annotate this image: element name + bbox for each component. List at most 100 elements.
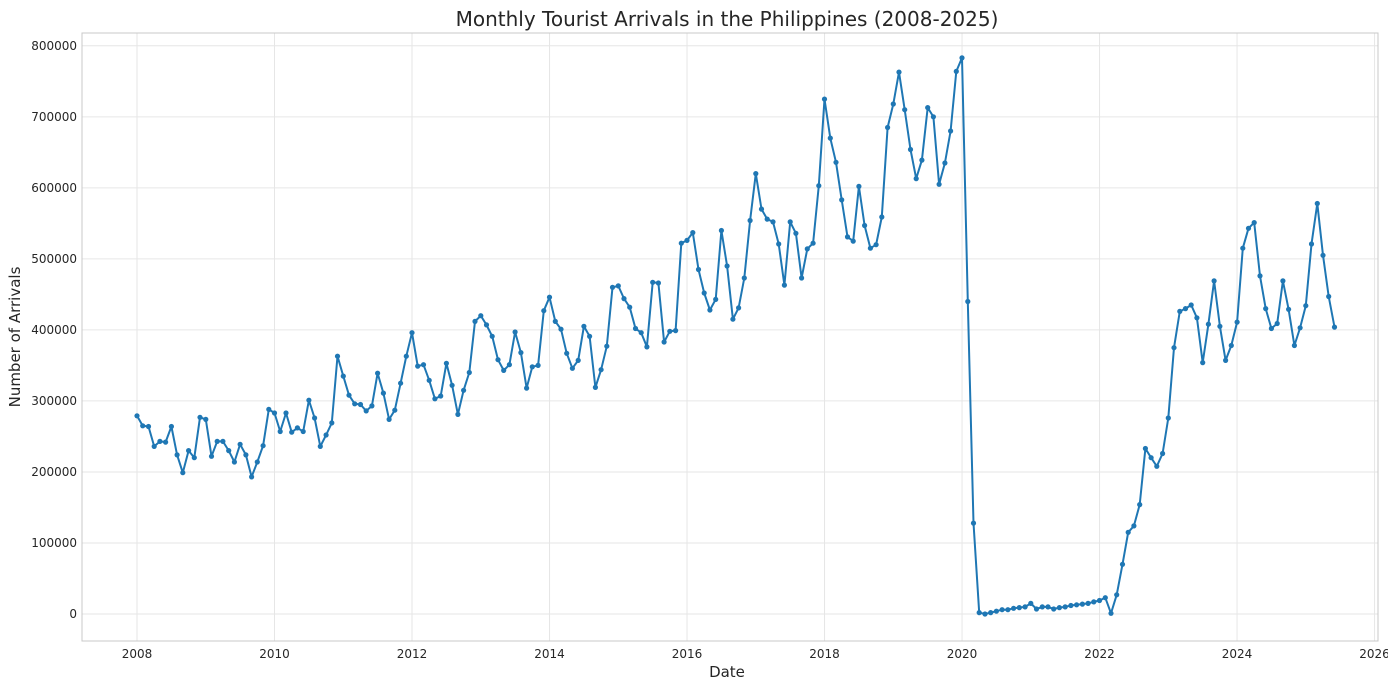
data-point bbox=[1160, 450, 1166, 457]
data-point bbox=[632, 325, 639, 332]
data-point bbox=[455, 411, 461, 417]
data-point bbox=[701, 290, 707, 296]
data-point bbox=[655, 280, 662, 286]
data-point bbox=[1085, 600, 1091, 607]
data-point bbox=[1068, 602, 1074, 609]
data-point bbox=[1125, 529, 1131, 535]
data-point bbox=[231, 459, 237, 465]
data-point bbox=[907, 146, 914, 153]
data-point bbox=[862, 222, 868, 229]
data-point bbox=[1263, 306, 1269, 312]
y-tick-label: 500000 bbox=[31, 252, 77, 266]
data-point bbox=[283, 410, 289, 416]
data-point bbox=[398, 380, 404, 386]
data-point bbox=[483, 322, 490, 328]
data-point bbox=[913, 176, 919, 182]
x-tick-label: 2020 bbox=[947, 647, 978, 661]
data-point bbox=[1205, 321, 1211, 327]
data-point bbox=[300, 428, 306, 435]
data-point bbox=[867, 245, 874, 251]
data-point bbox=[609, 284, 616, 290]
data-point bbox=[1245, 225, 1252, 231]
data-point bbox=[816, 183, 822, 189]
x-axis-label: Date bbox=[709, 663, 745, 681]
y-tick-label: 200000 bbox=[31, 465, 77, 479]
data-point bbox=[197, 414, 203, 420]
y-tick-label: 400000 bbox=[31, 323, 77, 337]
data-point bbox=[598, 367, 604, 373]
data-point bbox=[919, 157, 925, 163]
data-point bbox=[1211, 278, 1217, 284]
data-point bbox=[151, 443, 157, 449]
data-point bbox=[386, 416, 392, 422]
data-point bbox=[953, 68, 959, 74]
data-point bbox=[1005, 607, 1011, 613]
data-point bbox=[392, 407, 398, 413]
data-point bbox=[512, 329, 518, 335]
y-tick-label: 300000 bbox=[31, 394, 77, 408]
data-point bbox=[993, 608, 1000, 614]
data-point bbox=[587, 333, 593, 339]
data-point bbox=[793, 230, 799, 236]
data-point bbox=[650, 279, 656, 285]
data-point bbox=[890, 101, 896, 107]
data-point bbox=[260, 443, 266, 449]
data-point bbox=[140, 423, 146, 429]
data-point bbox=[1011, 605, 1017, 611]
data-point bbox=[1028, 600, 1034, 607]
data-point bbox=[1033, 606, 1040, 612]
data-point bbox=[736, 305, 742, 311]
data-point bbox=[678, 240, 684, 246]
data-point bbox=[1062, 604, 1068, 610]
data-point bbox=[323, 432, 329, 438]
data-point bbox=[902, 107, 908, 113]
data-point bbox=[1079, 601, 1085, 607]
data-point bbox=[369, 403, 375, 409]
data-point bbox=[1194, 315, 1200, 321]
data-point bbox=[1056, 605, 1062, 611]
data-point bbox=[724, 263, 730, 269]
data-point bbox=[804, 246, 810, 252]
data-point bbox=[214, 438, 220, 444]
axis-ticks: 2008 2010 2012 2014 2016 2018 2020 2022 2024 2026… bbox=[31, 39, 1388, 661]
data-point bbox=[1177, 308, 1183, 314]
data-point bbox=[518, 350, 524, 356]
gridlines bbox=[82, 33, 1378, 641]
data-point bbox=[1114, 592, 1120, 598]
data-point bbox=[357, 401, 364, 408]
data-point bbox=[312, 415, 318, 421]
data-point bbox=[1320, 252, 1326, 258]
data-point bbox=[833, 159, 839, 165]
data-point bbox=[501, 367, 507, 373]
data-point bbox=[707, 307, 713, 313]
data-point bbox=[690, 230, 696, 236]
data-point bbox=[839, 197, 845, 203]
data-point bbox=[581, 323, 587, 329]
data-point bbox=[1091, 599, 1097, 605]
data-point bbox=[432, 396, 438, 402]
data-point bbox=[1228, 342, 1234, 349]
data-point bbox=[1039, 604, 1045, 610]
data-point bbox=[466, 369, 472, 376]
data-point bbox=[1331, 324, 1338, 330]
data-point bbox=[873, 242, 879, 248]
data-point bbox=[1045, 604, 1051, 610]
data-point bbox=[541, 308, 547, 314]
data-point bbox=[1257, 273, 1263, 279]
data-point bbox=[604, 343, 610, 349]
x-tick-label: 2010 bbox=[259, 647, 290, 661]
x-tick-label: 2024 bbox=[1222, 647, 1253, 661]
data-point bbox=[254, 459, 260, 465]
data-point bbox=[627, 304, 633, 310]
data-point bbox=[856, 183, 862, 189]
data-point bbox=[787, 219, 793, 225]
data-point bbox=[380, 390, 386, 396]
data-point bbox=[1131, 523, 1137, 529]
data-point bbox=[1274, 320, 1280, 327]
data-point bbox=[489, 333, 495, 339]
data-point bbox=[277, 428, 283, 435]
data-point bbox=[713, 296, 719, 302]
data-point bbox=[317, 443, 323, 449]
data-point bbox=[741, 275, 747, 281]
